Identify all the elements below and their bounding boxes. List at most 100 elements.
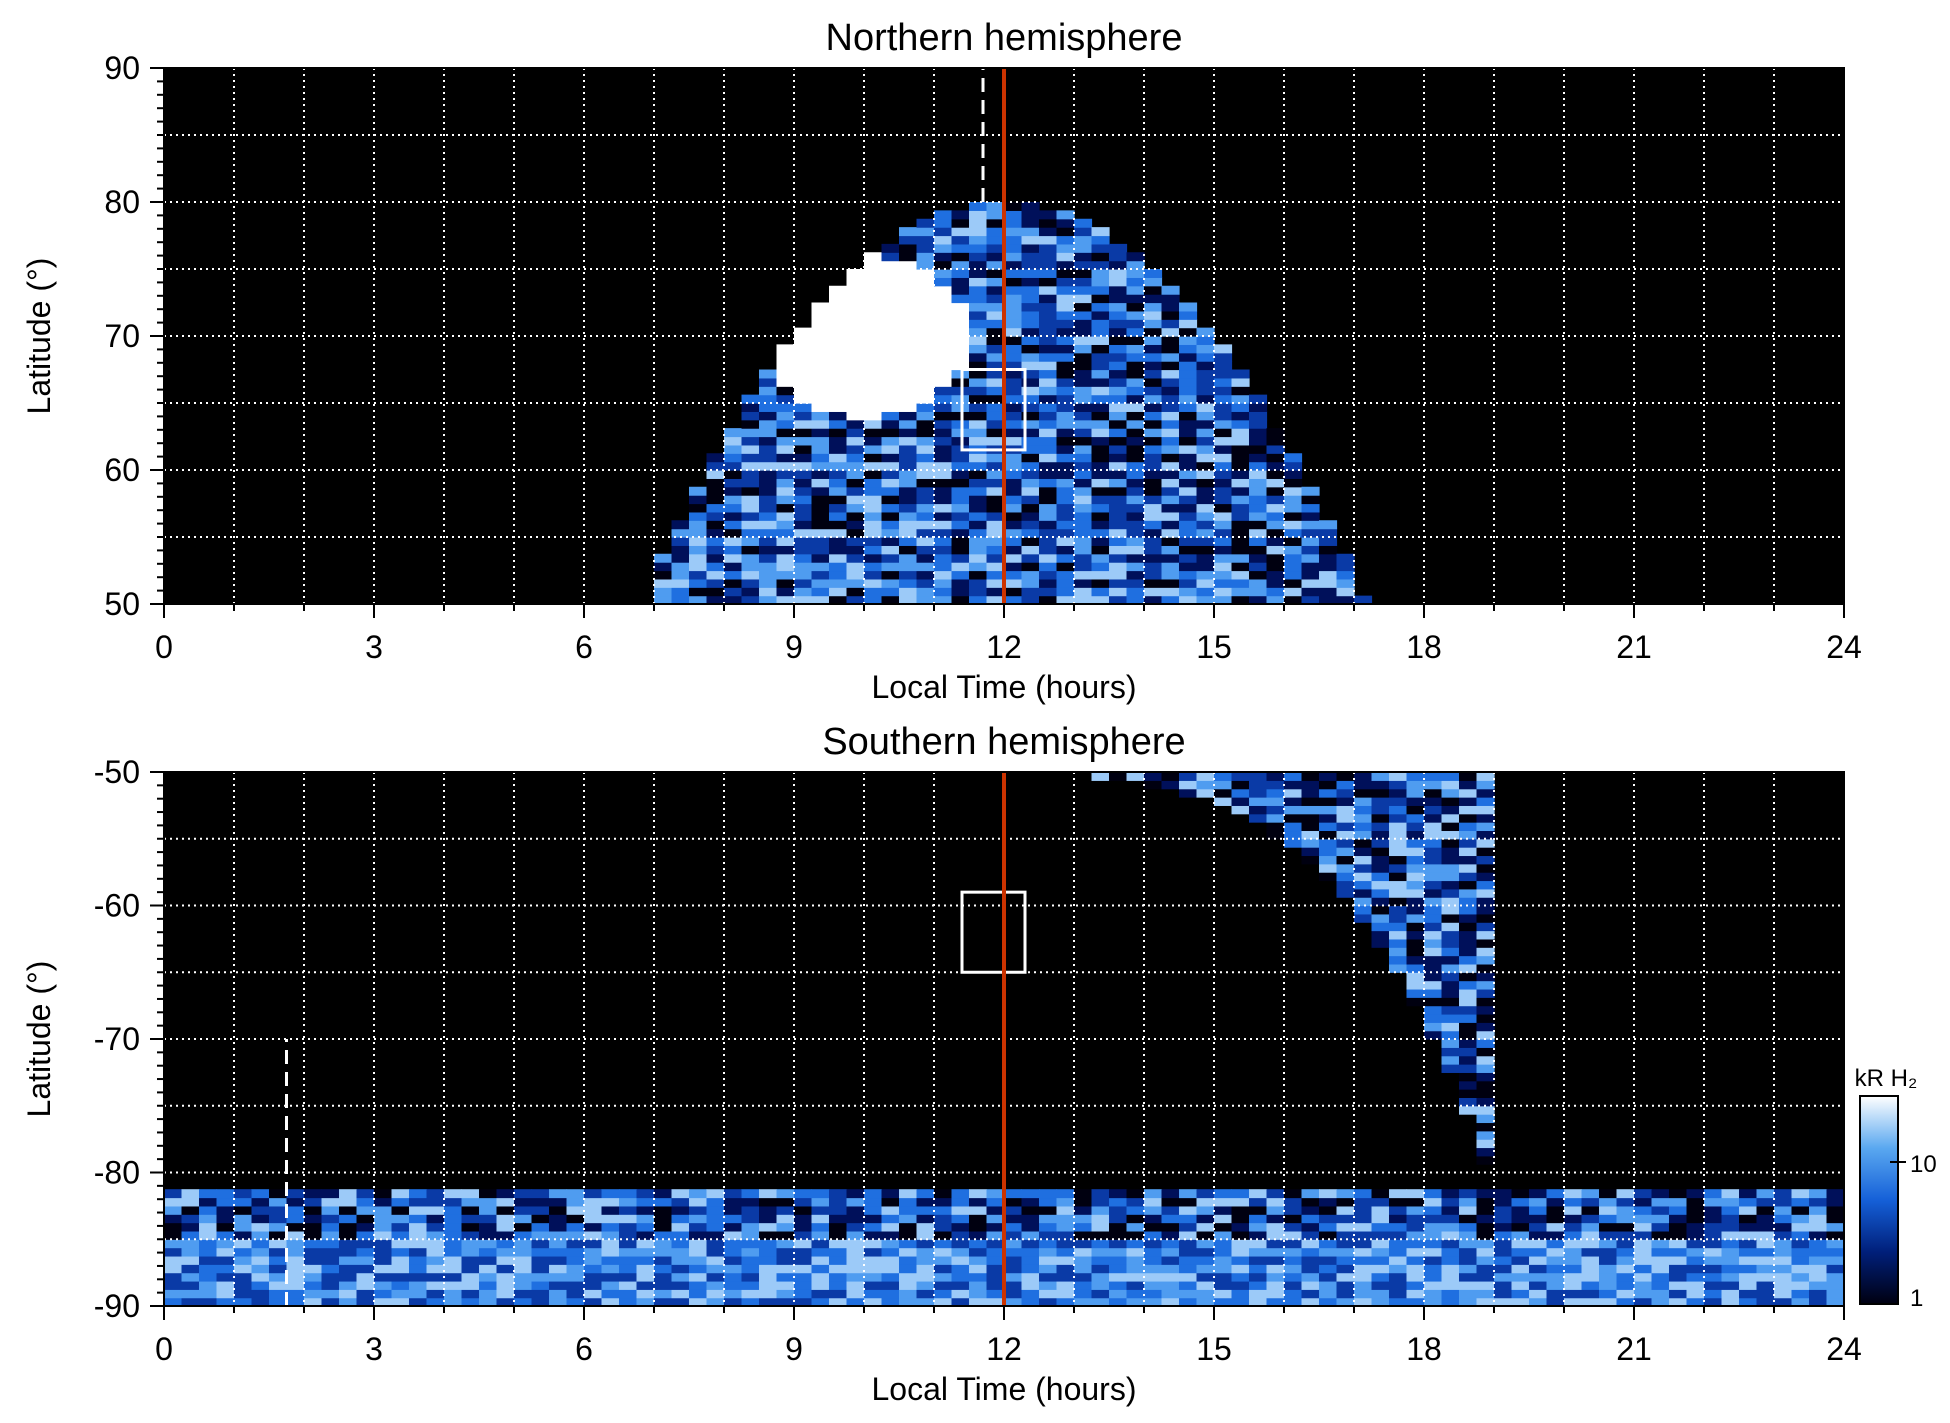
emission-cell bbox=[1056, 1214, 1075, 1224]
emission-cell bbox=[969, 1214, 988, 1224]
emission-cell bbox=[776, 1272, 795, 1282]
emission-cell bbox=[1144, 1280, 1163, 1290]
emission-cell bbox=[1494, 1272, 1513, 1282]
emission-cell bbox=[689, 1197, 708, 1207]
emission-cell bbox=[899, 1189, 918, 1199]
emission-cell bbox=[741, 1230, 760, 1240]
emission-cell bbox=[1301, 1189, 1320, 1199]
emission-cell bbox=[794, 595, 813, 605]
emission-cell bbox=[1371, 1272, 1390, 1282]
emission-cell bbox=[1196, 1264, 1215, 1274]
emission-cell bbox=[969, 243, 988, 253]
emission-cell bbox=[164, 1205, 183, 1215]
emission-cell bbox=[1301, 838, 1320, 848]
emission-cell bbox=[811, 1264, 830, 1274]
emission-cell bbox=[1074, 1214, 1093, 1224]
emission-cell bbox=[1179, 788, 1198, 798]
emission-cell bbox=[1546, 1280, 1565, 1290]
emission-cell bbox=[1074, 344, 1093, 354]
emission-cell bbox=[969, 453, 988, 463]
emission-cell bbox=[1476, 1230, 1495, 1240]
emission-cell bbox=[916, 495, 935, 505]
emission-cell bbox=[1214, 377, 1233, 387]
emission-cell bbox=[1179, 1197, 1198, 1207]
emission-cell bbox=[794, 520, 813, 530]
emission-cell bbox=[531, 1247, 550, 1257]
emission-cell bbox=[321, 1247, 340, 1257]
emission-cell bbox=[934, 478, 953, 488]
emission-cell bbox=[986, 319, 1005, 329]
emission-cell bbox=[1021, 227, 1040, 237]
emission-cell bbox=[1319, 822, 1338, 832]
emission-cell bbox=[1284, 822, 1303, 832]
emission-cell bbox=[811, 1272, 830, 1282]
emission-cell bbox=[846, 310, 865, 320]
emission-cell bbox=[1231, 394, 1250, 404]
emission-cell bbox=[1389, 1297, 1408, 1307]
emission-cell bbox=[1179, 377, 1198, 387]
emission-cell bbox=[549, 1297, 568, 1307]
emission-cell bbox=[1651, 1230, 1670, 1240]
emission-cell bbox=[1004, 394, 1023, 404]
emission-cell bbox=[881, 243, 900, 253]
emission-cell bbox=[1546, 1197, 1565, 1207]
emission-cell bbox=[934, 327, 953, 337]
emission-cell bbox=[776, 595, 795, 605]
emission-cell bbox=[1406, 838, 1425, 848]
emission-cell bbox=[1336, 838, 1355, 848]
emission-cell bbox=[1319, 1230, 1338, 1240]
emission-cell bbox=[846, 520, 865, 530]
emission-cell bbox=[286, 1272, 305, 1282]
emission-cell bbox=[619, 1255, 638, 1265]
emission-cell bbox=[321, 1280, 340, 1290]
x-tick-label: 15 bbox=[1196, 629, 1232, 665]
emission-cell bbox=[1616, 1272, 1635, 1282]
emission-cell bbox=[479, 1197, 498, 1207]
emission-cell bbox=[1301, 1197, 1320, 1207]
emission-cell bbox=[829, 1230, 848, 1240]
emission-cell bbox=[1074, 1239, 1093, 1249]
emission-cell bbox=[1371, 880, 1390, 890]
emission-cell bbox=[1039, 1205, 1058, 1215]
emission-cell bbox=[951, 553, 970, 563]
emission-cell bbox=[1354, 1230, 1373, 1240]
emission-cell bbox=[1476, 1030, 1495, 1040]
emission-cell bbox=[1599, 1297, 1618, 1307]
emission-cell bbox=[811, 403, 830, 412]
emission-cell bbox=[934, 344, 953, 354]
emission-cell bbox=[741, 495, 760, 505]
emission-cell bbox=[1634, 1239, 1653, 1249]
emission-cell bbox=[1179, 310, 1198, 320]
emission-cell bbox=[776, 386, 795, 396]
emission-cell bbox=[181, 1255, 200, 1265]
emission-cell bbox=[741, 1205, 760, 1215]
emission-cell bbox=[899, 1197, 918, 1207]
emission-cell bbox=[234, 1264, 253, 1274]
emission-cell bbox=[776, 1264, 795, 1274]
emission-cell bbox=[1266, 1297, 1285, 1307]
emission-cell bbox=[1039, 1280, 1058, 1290]
emission-cell bbox=[951, 319, 970, 329]
emission-cell bbox=[1424, 780, 1443, 790]
emission-cell bbox=[1739, 1214, 1758, 1224]
emission-cell bbox=[1441, 788, 1460, 798]
emission-cell bbox=[1021, 243, 1040, 253]
emission-cell bbox=[846, 1280, 865, 1290]
emission-cell bbox=[881, 411, 900, 421]
emission-cell bbox=[1774, 1255, 1793, 1265]
emission-cell bbox=[1126, 369, 1145, 379]
emission-cell bbox=[1476, 1247, 1495, 1257]
emission-cell bbox=[1109, 578, 1128, 588]
emission-cell bbox=[1004, 528, 1023, 538]
emission-cell bbox=[1021, 277, 1040, 287]
emission-cell bbox=[1389, 822, 1408, 832]
emission-cell bbox=[1441, 1272, 1460, 1282]
emission-cell bbox=[1179, 1230, 1198, 1240]
emission-cell bbox=[199, 1189, 218, 1199]
emission-cell bbox=[1424, 947, 1443, 957]
emission-cell bbox=[671, 520, 690, 530]
emission-cell bbox=[1231, 528, 1250, 538]
emission-cell bbox=[1196, 511, 1215, 521]
emission-cell bbox=[759, 528, 778, 538]
